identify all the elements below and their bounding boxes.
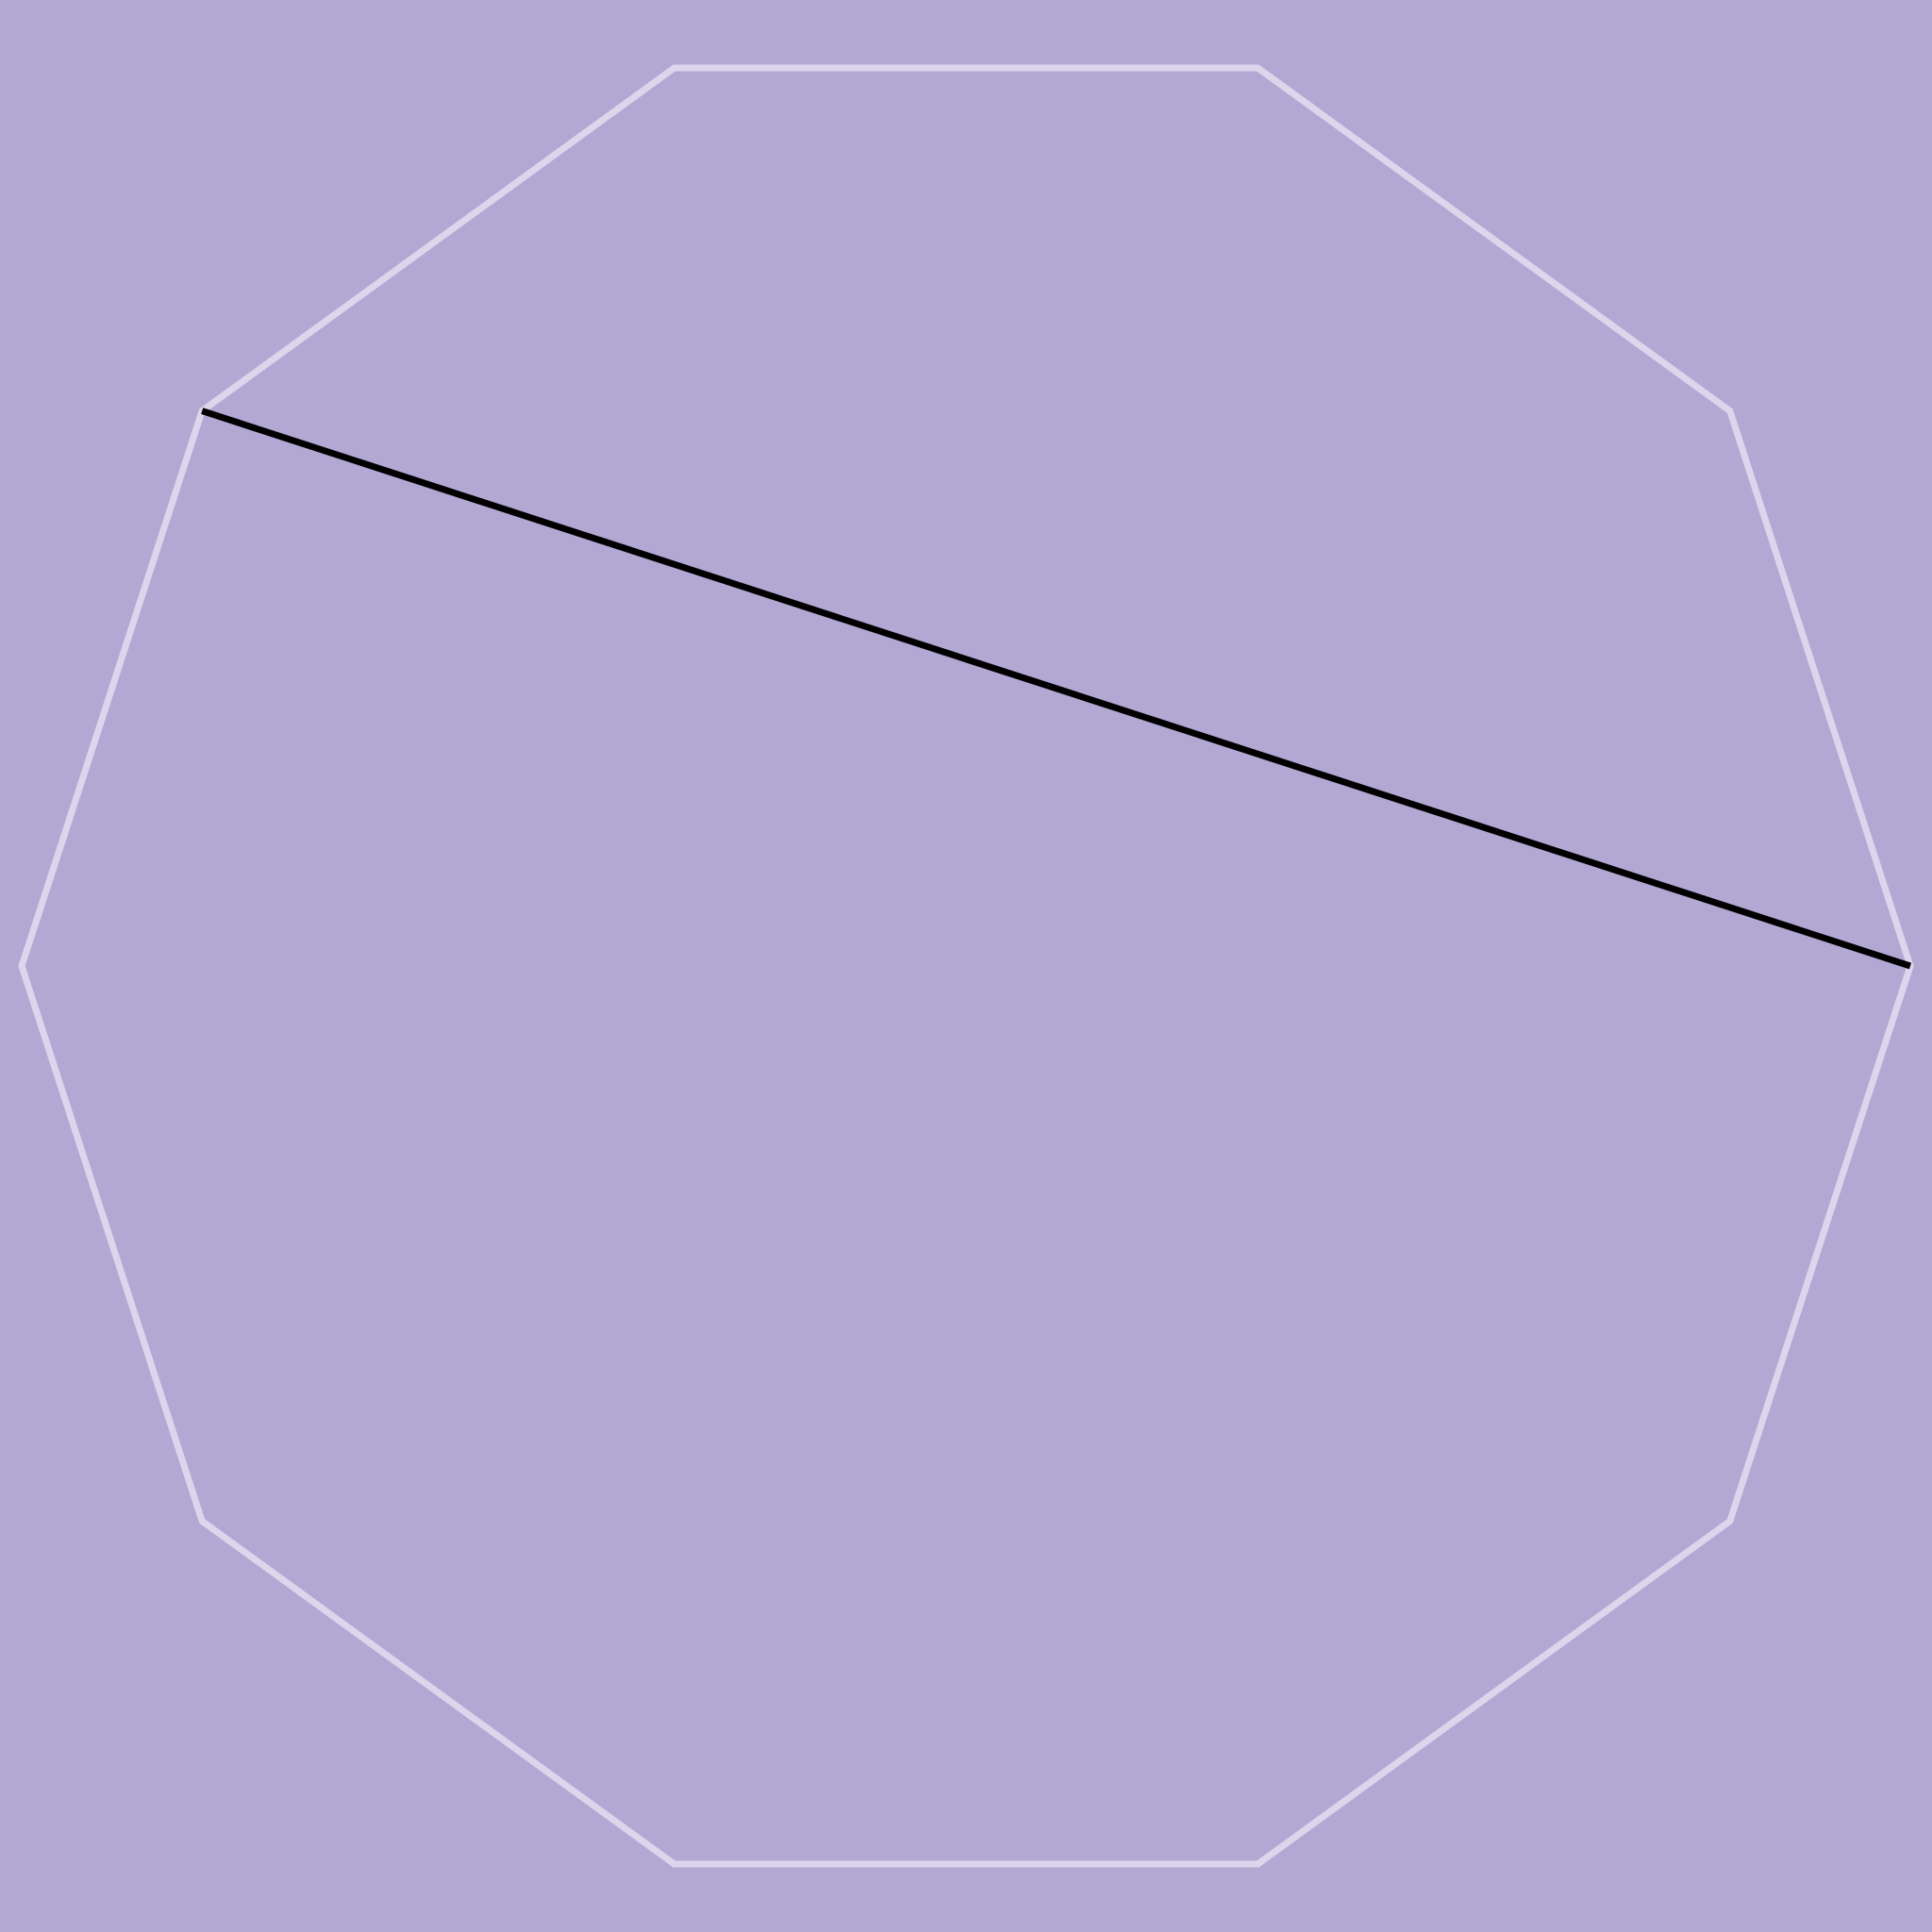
decagon-diagonal xyxy=(201,408,1912,970)
decagon-outline xyxy=(18,64,1914,1868)
